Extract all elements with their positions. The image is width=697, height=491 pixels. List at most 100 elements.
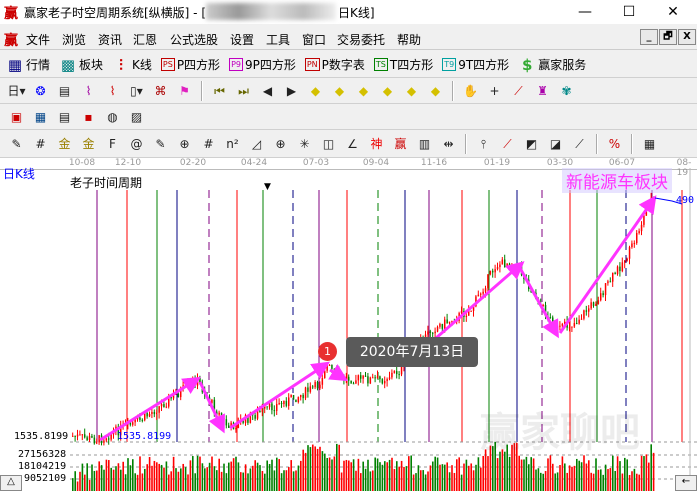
toolbar-dollar-button[interactable]: $ 赢家服务 xyxy=(518,56,586,74)
fan-icon[interactable]: ⟋ xyxy=(503,136,512,151)
range-icon[interactable]: ⇹ xyxy=(443,136,454,151)
scroll-right-button[interactable]: ← xyxy=(675,475,697,491)
ying-icon[interactable]: 赢 xyxy=(394,136,407,151)
flag-icon[interactable]: ⚑ xyxy=(179,83,190,98)
n2-icon[interactable]: n² xyxy=(226,136,239,151)
collapse-icon[interactable]: ◆ xyxy=(406,83,417,98)
spiral-icon[interactable]: @ xyxy=(130,136,143,151)
clipboard-icon[interactable]: ▤ xyxy=(58,83,71,98)
kline-chart[interactable] xyxy=(0,158,697,491)
candle-body xyxy=(86,437,88,441)
low-price-marker: 1535.8199 xyxy=(117,431,172,442)
map-icon[interactable]: ⌘ xyxy=(154,83,167,98)
volume-bar xyxy=(372,470,374,491)
export-icon[interactable]: ▨ xyxy=(130,109,143,124)
annotation-marker[interactable]: 1 xyxy=(318,342,337,361)
pencil2-icon[interactable]: ✎ xyxy=(155,136,166,151)
box-fan2-icon[interactable]: ◪ xyxy=(549,136,562,151)
line-tool-icon[interactable]: ⟋ xyxy=(514,83,523,98)
left-diamond-icon[interactable]: ◆ xyxy=(310,83,321,98)
globe-icon[interactable]: ◍ xyxy=(107,109,118,124)
candle-body xyxy=(480,293,482,295)
menu-8[interactable]: 交易委托 xyxy=(337,33,386,47)
menu-9[interactable]: 帮助 xyxy=(397,33,422,47)
toolbar-p9-button[interactable]: P9 9P四方形 xyxy=(229,56,296,73)
volume-bar xyxy=(285,470,288,491)
ruler-icon[interactable]: ▥ xyxy=(418,136,431,151)
web-icon[interactable]: ✳ xyxy=(299,136,310,151)
calendar-icon[interactable]: ▣ xyxy=(10,109,23,124)
square-spiral-icon[interactable]: ◫ xyxy=(322,136,335,151)
shen-icon[interactable]: 神 xyxy=(370,136,383,151)
cycle-icon[interactable]: ❂ xyxy=(35,83,46,98)
menu-3[interactable]: 汇恩 xyxy=(133,33,158,47)
grid-icon[interactable]: # xyxy=(35,136,46,151)
menu-1[interactable]: 浏览 xyxy=(62,33,87,47)
toolbar-candlestick-button[interactable]: ⫶ K线 xyxy=(112,56,152,74)
angle-icon[interactable]: ∠ xyxy=(347,136,358,151)
toolbar-market-table-button[interactable]: ▦ 行情 xyxy=(6,56,50,74)
box-fan-icon[interactable]: ◩ xyxy=(525,136,538,151)
pencil-icon[interactable]: ✎ xyxy=(11,136,22,151)
candle-body xyxy=(436,326,439,332)
color-grid-icon[interactable]: ▦ xyxy=(643,136,656,151)
hash-icon[interactable]: # xyxy=(203,136,214,151)
right-diamond-icon[interactable]: ◆ xyxy=(334,83,345,98)
save-icon[interactable]: ▪ xyxy=(84,109,93,124)
prev-icon[interactable]: ◀ xyxy=(262,83,273,98)
menu-7[interactable]: 窗口 xyxy=(302,33,327,47)
volume-bar xyxy=(504,451,506,491)
menu-2[interactable]: 资讯 xyxy=(98,33,123,47)
maximize-button[interactable]: ☐ xyxy=(622,4,636,20)
mdi-close-button[interactable]: X xyxy=(678,29,696,45)
volume-bar xyxy=(76,481,79,491)
gold-icon[interactable]: 金 xyxy=(58,136,71,151)
target-icon[interactable]: ⊕ xyxy=(275,136,286,151)
period-dropdown-icon[interactable]: 日▾ xyxy=(7,83,26,98)
volume-bar xyxy=(482,455,484,491)
expand-h-icon[interactable]: ◆ xyxy=(358,83,369,98)
triangle-icon[interactable]: ◿ xyxy=(251,136,262,151)
toolbar-sector-blocks-button[interactable]: ▩ 板块 xyxy=(59,56,103,74)
candle-body xyxy=(504,259,506,268)
candle-body xyxy=(446,319,448,324)
mdi-minimize-button[interactable]: _ xyxy=(640,29,658,45)
volume-bar xyxy=(139,456,141,491)
candle-body xyxy=(636,233,638,244)
toolbar-pn-button[interactable]: PN P数字表 xyxy=(304,56,365,73)
circle-grid-icon[interactable]: ⊕ xyxy=(179,136,190,151)
notes-icon[interactable]: ▤ xyxy=(58,109,71,124)
menu-6[interactable]: 工具 xyxy=(266,33,291,47)
candle-body xyxy=(96,442,98,444)
toolbar-ts-button[interactable]: TS T四方形 xyxy=(373,56,433,73)
first-icon[interactable]: ⏮ xyxy=(214,83,225,98)
calculator-icon[interactable]: ▦ xyxy=(34,109,47,124)
toolbar-ps-button[interactable]: PS P四方形 xyxy=(160,56,220,73)
chip-icon[interactable]: ♜ xyxy=(537,83,548,98)
scroll-left-button[interactable]: △ xyxy=(0,475,22,491)
fork-icon[interactable]: ⫯ xyxy=(480,136,487,151)
volume-bar xyxy=(376,458,379,491)
f-icon[interactable]: F xyxy=(109,136,116,151)
menu-4[interactable]: 公式选股 xyxy=(170,33,219,47)
hand-icon[interactable]: ✋ xyxy=(463,83,478,98)
chart3-icon[interactable]: ⌇ xyxy=(85,83,92,98)
percent-icon[interactable]: % xyxy=(608,136,621,151)
mdi-restore-button[interactable]: 🗗 xyxy=(659,29,677,45)
pattern-icon[interactable]: ✾ xyxy=(561,83,572,98)
expand-v-icon[interactable]: ◆ xyxy=(430,83,441,98)
sector-label: 新能源车板块 xyxy=(562,168,672,193)
gold2-icon[interactable]: 金 xyxy=(82,136,95,151)
crosshair-icon[interactable]: + xyxy=(489,83,500,98)
menu-5[interactable]: 设置 xyxy=(230,33,255,47)
minimize-button[interactable]: — xyxy=(578,4,592,20)
menu-0[interactable]: 文件 xyxy=(26,33,51,47)
gann-fan-icon[interactable]: ⟋ xyxy=(575,136,584,151)
shrink-icon[interactable]: ◆ xyxy=(382,83,393,98)
next-icon[interactable]: ▶ xyxy=(286,83,297,98)
close-button[interactable]: ✕ xyxy=(667,4,679,20)
last-icon[interactable]: ⏭ xyxy=(238,83,249,98)
toolbar-t9-button[interactable]: T9 9T四方形 xyxy=(442,56,509,73)
candle-dropdown-icon[interactable]: ▯▾ xyxy=(130,83,143,98)
chart9-icon[interactable]: ⌇ xyxy=(109,83,116,98)
